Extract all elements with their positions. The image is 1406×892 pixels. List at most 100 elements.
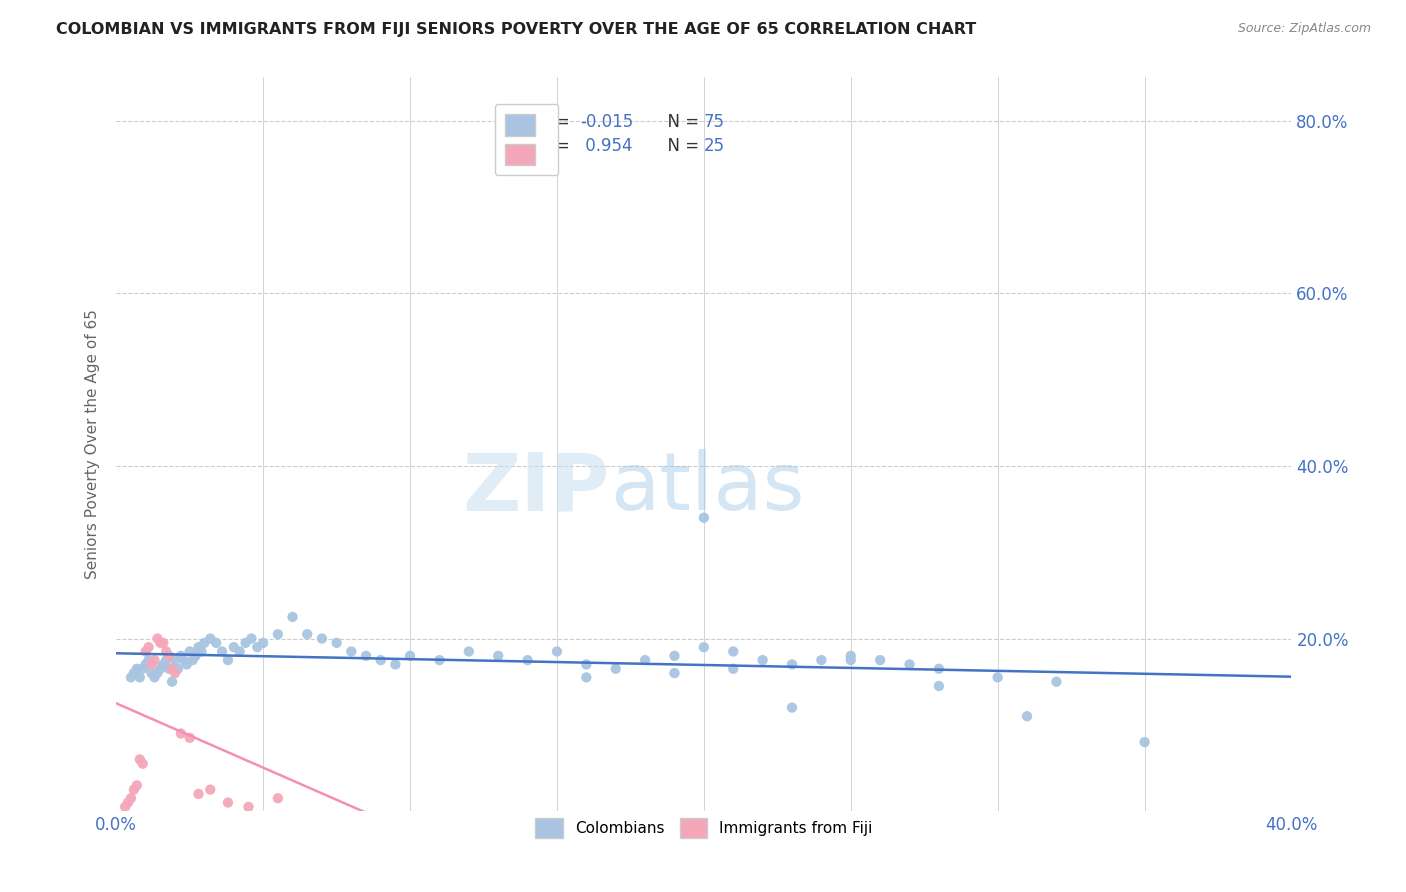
Point	[693, 510, 716, 524]
Text: COLOMBIAN VS IMMIGRANTS FROM FIJI SENIORS POVERTY OVER THE AGE OF 65 CORRELATION: COLOMBIAN VS IMMIGRANTS FROM FIJI SENIOR…	[56, 22, 977, 37]
Point	[211, 644, 233, 658]
Point	[173, 653, 195, 667]
Point	[780, 657, 803, 672]
Point	[246, 640, 269, 655]
Text: atlas: atlas	[610, 450, 804, 527]
Point	[723, 644, 745, 658]
Point	[605, 662, 627, 676]
Point	[132, 756, 155, 771]
Point	[267, 627, 290, 641]
Point	[163, 653, 186, 667]
Point	[187, 640, 209, 655]
Point	[429, 653, 451, 667]
Point	[149, 662, 172, 676]
Point	[238, 800, 260, 814]
Point	[457, 644, 479, 658]
Point	[869, 653, 891, 667]
Point	[723, 662, 745, 676]
Point	[325, 636, 347, 650]
Point	[122, 782, 145, 797]
Point	[160, 674, 183, 689]
Point	[575, 670, 598, 684]
Point	[155, 653, 177, 667]
Point	[839, 648, 862, 663]
Point	[152, 636, 174, 650]
Point	[205, 636, 228, 650]
Text: Source: ZipAtlas.com: Source: ZipAtlas.com	[1237, 22, 1371, 36]
Point	[135, 644, 157, 658]
Text: 25: 25	[704, 137, 725, 155]
Text: ZIP: ZIP	[463, 450, 610, 527]
Point	[179, 731, 201, 745]
Point	[125, 778, 148, 792]
Text: N =: N =	[657, 137, 704, 155]
Point	[120, 670, 142, 684]
Point	[157, 662, 180, 676]
Point	[281, 610, 304, 624]
Point	[634, 653, 657, 667]
Point	[928, 662, 950, 676]
Point	[155, 644, 177, 658]
Point	[132, 662, 155, 676]
Point	[114, 800, 136, 814]
Point	[664, 666, 686, 681]
Point	[222, 640, 245, 655]
Point	[399, 648, 422, 663]
Point	[138, 653, 160, 667]
Text: R =: R =	[540, 137, 575, 155]
Point	[228, 644, 250, 658]
Point	[179, 644, 201, 658]
Point	[987, 670, 1010, 684]
Point	[138, 640, 160, 655]
Point	[311, 632, 333, 646]
Point	[170, 726, 193, 740]
Point	[163, 666, 186, 681]
Text: -0.015: -0.015	[581, 113, 634, 131]
Point	[546, 644, 568, 658]
Y-axis label: Seniors Poverty Over the Age of 65: Seniors Poverty Over the Age of 65	[86, 310, 100, 579]
Point	[839, 653, 862, 667]
Point	[575, 657, 598, 672]
Point	[122, 666, 145, 681]
Point	[167, 662, 190, 676]
Point	[128, 752, 150, 766]
Point	[1015, 709, 1038, 723]
Point	[143, 653, 166, 667]
Legend: Colombians, Immigrants from Fiji: Colombians, Immigrants from Fiji	[529, 812, 879, 844]
Point	[297, 627, 319, 641]
Point	[516, 653, 538, 667]
Point	[187, 787, 209, 801]
Point	[200, 782, 222, 797]
Point	[370, 653, 392, 667]
Point	[141, 657, 163, 672]
Point	[176, 657, 198, 672]
Point	[235, 636, 257, 650]
Point	[217, 796, 239, 810]
Point	[486, 648, 509, 663]
Point	[125, 662, 148, 676]
Point	[181, 653, 204, 667]
Point	[200, 632, 222, 646]
Point	[384, 657, 406, 672]
Text: 75: 75	[704, 113, 725, 131]
Point	[810, 653, 832, 667]
Point	[193, 636, 215, 650]
Point	[146, 632, 169, 646]
Point	[267, 791, 290, 805]
Point	[1045, 674, 1067, 689]
Text: N =: N =	[657, 113, 704, 131]
Point	[170, 648, 193, 663]
Point	[120, 791, 142, 805]
Point	[664, 648, 686, 663]
Point	[240, 632, 263, 646]
Point	[157, 648, 180, 663]
Point	[252, 636, 274, 650]
Point	[217, 653, 239, 667]
Point	[146, 666, 169, 681]
Point	[160, 662, 183, 676]
Point	[751, 653, 773, 667]
Point	[135, 657, 157, 672]
Point	[340, 644, 363, 658]
Point	[149, 636, 172, 650]
Point	[1133, 735, 1156, 749]
